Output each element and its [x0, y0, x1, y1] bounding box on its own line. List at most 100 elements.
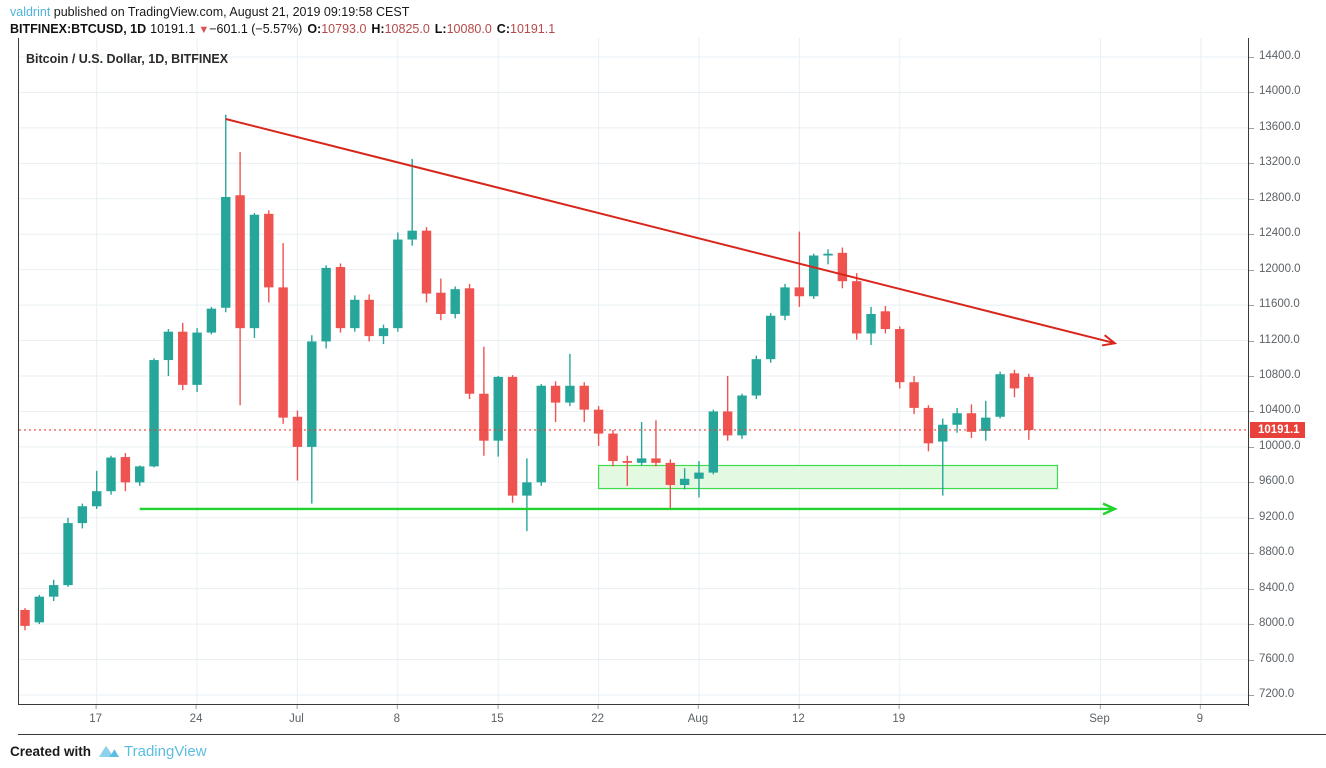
candle-body: [938, 424, 948, 442]
candle-body: [106, 457, 116, 492]
candle: [178, 322, 188, 391]
arrow-head-icon: [1102, 502, 1118, 516]
candle: [450, 286, 460, 319]
time-axis[interactable]: 17 24 Jul 8 15 22 Aug 12 19 Sep 9: [18, 705, 1326, 735]
candle: [608, 430, 618, 467]
candle: [407, 158, 417, 246]
close-value: 10191.1: [510, 22, 556, 36]
support-trendline[interactable]: [139, 502, 1118, 516]
candle: [307, 335, 317, 504]
candle-body: [335, 267, 346, 329]
candle: [249, 212, 260, 338]
candle-body: [536, 385, 546, 483]
candle-body: [866, 313, 876, 334]
time-tick: 12: [791, 705, 805, 725]
price-tick: 11600.0: [1249, 298, 1300, 312]
price-tick: 12400.0: [1249, 227, 1301, 241]
candle-body: [966, 413, 977, 432]
time-tick: Sep: [1089, 705, 1110, 725]
symbol-label[interactable]: BITFINEX:BTCUSD, 1D: [10, 22, 147, 36]
candle-body: [264, 213, 274, 288]
candle-body: [364, 299, 374, 337]
candle: [264, 210, 274, 303]
candle: [737, 393, 747, 439]
candle: [651, 420, 661, 467]
trendline-stroke: [225, 118, 1116, 345]
candle-body: [48, 585, 59, 597]
candle-body: [479, 393, 489, 441]
price-tick: 9600.0: [1249, 475, 1294, 489]
chart-legend: Bitcoin / U.S. Dollar, 1D, BITFINEX: [26, 52, 229, 66]
candle-body: [92, 491, 102, 507]
author-link[interactable]: valdrint: [10, 5, 51, 19]
candle-body: [608, 433, 618, 462]
close-label: C:: [496, 22, 510, 36]
candle: [636, 422, 647, 466]
candle: [722, 376, 733, 441]
candle-body: [450, 289, 460, 314]
candle: [393, 232, 403, 332]
candle: [364, 294, 374, 342]
candle: [235, 151, 245, 406]
candle-body: [751, 359, 762, 396]
candle-body: [307, 341, 317, 447]
candle-body: [722, 411, 733, 436]
candle: [493, 376, 503, 457]
candle: [837, 247, 848, 289]
candle-body: [708, 411, 719, 473]
candle-body: [565, 385, 575, 403]
candle: [77, 503, 88, 529]
price-tick: 11200.0: [1249, 334, 1300, 348]
time-tick: 9: [1196, 705, 1204, 725]
open-label: O:: [307, 22, 322, 36]
plot-svg: [19, 38, 1248, 704]
high-label: H:: [371, 22, 385, 36]
tradingview-logo-icon: [99, 746, 120, 757]
candle: [622, 455, 632, 486]
candle-body: [20, 609, 30, 626]
candle-body: [765, 315, 776, 360]
candle: [192, 328, 202, 392]
price-axis[interactable]: 10191.1 14400.0 14000.0 13600.0 13200.0 1280…: [1248, 38, 1326, 706]
candle: [995, 371, 1005, 419]
candle-body: [636, 458, 647, 463]
candle: [966, 404, 977, 439]
candlestick-plot[interactable]: [18, 38, 1248, 705]
candle-body: [579, 385, 589, 410]
candle: [665, 459, 675, 509]
candle: [335, 263, 346, 333]
candle: [507, 375, 518, 503]
candle: [852, 273, 862, 340]
candle: [479, 346, 489, 456]
candle: [321, 265, 331, 349]
candle-body: [507, 376, 518, 496]
time-tick: 19: [892, 705, 906, 725]
candle-body: [149, 360, 159, 467]
candle-body: [178, 331, 188, 385]
candle-body: [63, 523, 73, 586]
candle-body: [880, 311, 891, 330]
candle: [20, 608, 30, 631]
price-tick: 8400.0: [1249, 582, 1294, 596]
candle-body: [393, 239, 403, 329]
current-price-badge: 10191.1: [1250, 421, 1305, 438]
candle-body: [909, 382, 919, 408]
candle-body: [809, 255, 819, 297]
candle-body: [622, 461, 632, 463]
time-tick: Aug: [687, 705, 709, 725]
candle: [163, 329, 174, 376]
candle: [895, 326, 905, 389]
candle-body: [235, 195, 245, 329]
created-with-label: Created with: [10, 743, 92, 759]
price-tick: 8000.0: [1249, 617, 1294, 631]
candle: [765, 313, 776, 363]
candle-body: [77, 506, 88, 524]
chart-container[interactable]: Bitcoin / U.S. Dollar, 1D, BITFINEX 1019…: [0, 38, 1326, 735]
price-tick: 13200.0: [1249, 156, 1301, 170]
time-tick: 15: [490, 705, 504, 725]
candle: [350, 295, 360, 332]
resistance-trendline[interactable]: [225, 118, 1118, 347]
candle-body: [292, 416, 303, 447]
candle-body: [464, 288, 475, 394]
candle: [1024, 373, 1034, 440]
